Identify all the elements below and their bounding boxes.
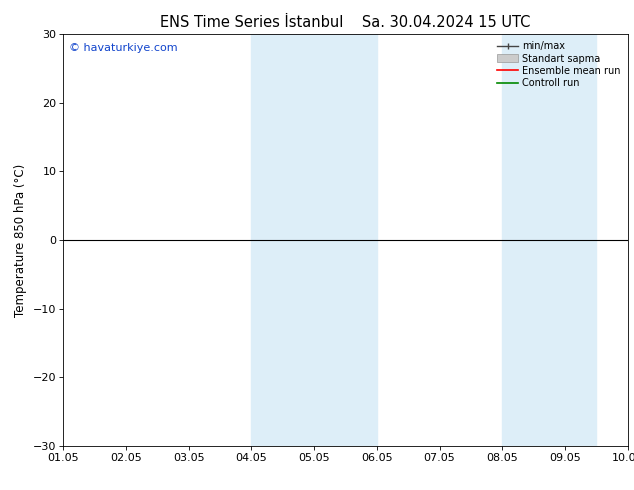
Bar	[502, 34, 597, 446]
Legend: min/max, Standart sapma, Ensemble mean run, Controll run: min/max, Standart sapma, Ensemble mean r…	[495, 39, 623, 90]
Y-axis label: Temperature 850 hPa (°C): Temperature 850 hPa (°C)	[15, 164, 27, 317]
Bar	[252, 34, 377, 446]
Text: © havaturkiye.com: © havaturkiye.com	[69, 43, 178, 52]
Title: ENS Time Series İstanbul    Sa. 30.04.2024 15 UTC: ENS Time Series İstanbul Sa. 30.04.2024 …	[160, 15, 531, 30]
